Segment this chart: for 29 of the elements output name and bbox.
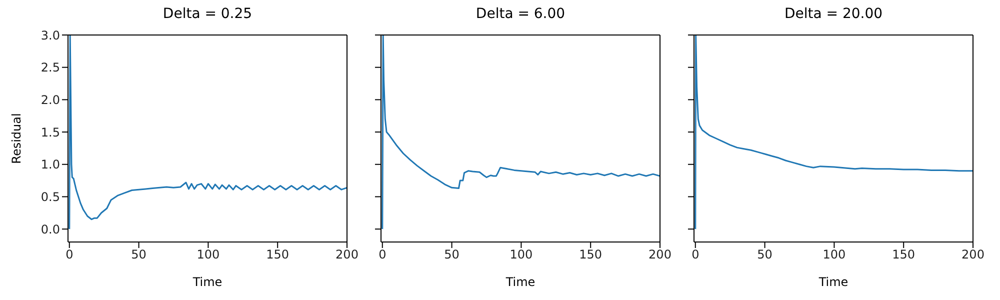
x-axis-title: Time [818,275,848,289]
x-tick-label: 150 [892,248,916,262]
chart-title: Delta = 0.25 [162,6,254,22]
x-tick-label: 50 [444,248,460,262]
x-tick-label: 50 [131,248,146,262]
y-tick-label: 2.5 [40,60,60,75]
x-tick-label: 100 [822,248,846,262]
x-tick-label: 0 [378,248,386,262]
x-tick-label: 50 [757,248,772,262]
y-tick-label: 0.0 [40,222,60,236]
x-tick-label: 0 [692,248,700,262]
y-tick-label: 1.0 [40,158,60,172]
x-tick-label: 0 [66,248,74,262]
chart-title: Delta = 6.00 [474,6,566,22]
x-tick-label: 150 [579,248,602,262]
y-tick-label: 2.0 [40,92,60,107]
x-axis-title: Time [504,275,536,289]
x-tick-label: 150 [266,248,290,262]
x-tick-label: 200 [336,248,358,262]
y-tick-label: 3.0 [40,28,60,42]
y-axis-title: Residual [9,113,24,164]
x-tick-label: 200 [648,248,672,262]
y-tick-label: 1.5 [40,125,60,140]
y-tick-label: 0.5 [40,190,60,204]
x-tick-label: 100 [510,248,533,262]
x-axis-title: Time [192,275,222,289]
x-tick-label: 100 [196,248,220,262]
chart-title: Delta = 20.00 [783,6,884,22]
x-tick-label: 200 [962,248,984,262]
